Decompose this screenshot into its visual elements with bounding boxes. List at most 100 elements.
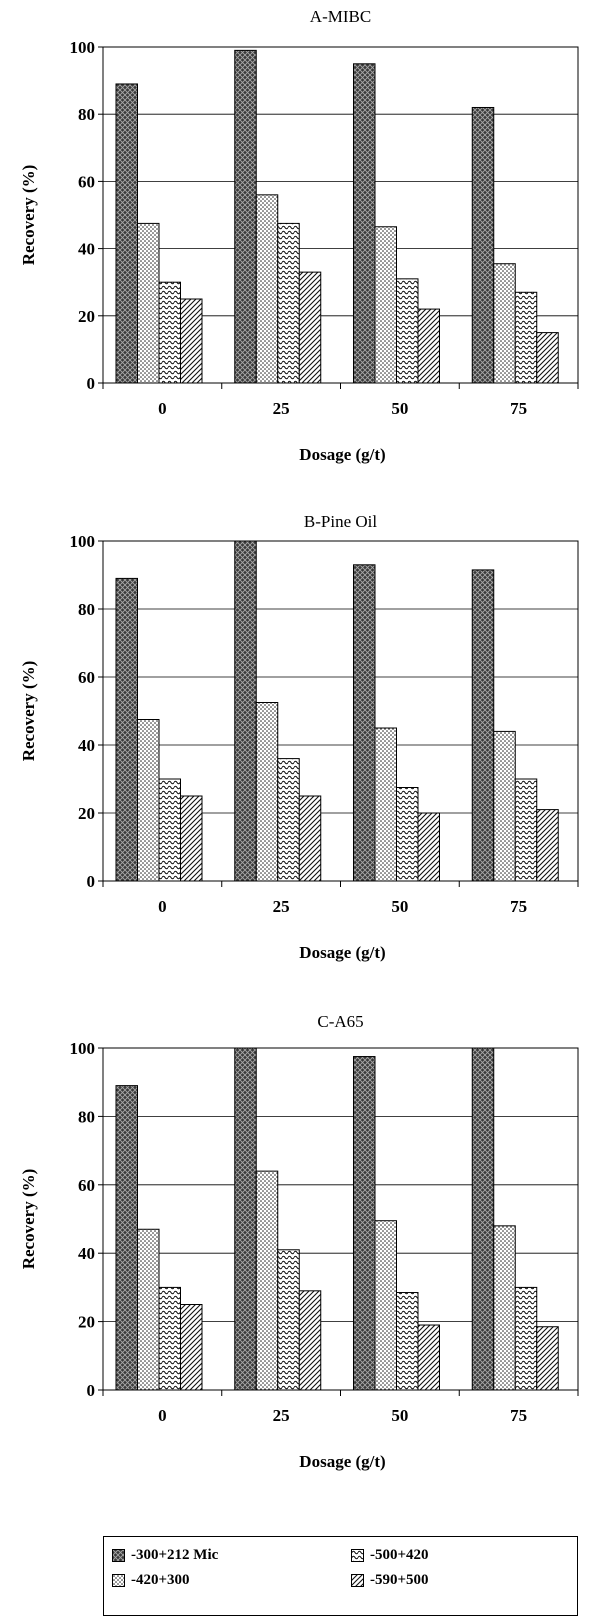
bar-series-1-cat-75	[471, 569, 495, 882]
bar-series-1-cat-50	[353, 63, 376, 384]
bar-series-1-cat-0	[115, 577, 138, 882]
chart-title: B-Pine Oil	[304, 512, 377, 531]
x-tick-label: 25	[273, 897, 290, 916]
x-axis-label: Dosage (g/t)	[299, 445, 385, 464]
bar-series-2-cat-0	[137, 1228, 160, 1391]
bar-series-3-cat-75	[514, 778, 538, 882]
chart-title: C-A65	[317, 1012, 363, 1031]
bar-series-2-cat-25	[255, 1170, 279, 1391]
bar-series-4-cat-0	[180, 298, 203, 384]
legend-swatch-diagonal	[351, 1574, 364, 1587]
y-tick-label: 40	[78, 240, 95, 259]
bar-series-2-cat-50	[374, 727, 397, 882]
legend-swatch-wave	[351, 1549, 364, 1562]
legend-label: -420+300	[131, 1572, 190, 1588]
chart-a-mibc: 0 20 40 60 80 100 0 25 50 75 A-MIBC Dosage (g/t) Rec…	[19, 7, 579, 464]
legend-label: -300+212 Mic	[131, 1547, 219, 1563]
bar-series-4-cat-50	[417, 1324, 440, 1391]
legend-swatch-dots	[112, 1574, 125, 1587]
legend: -300+212 Mic -500+420 -420+300 -590+500	[103, 1536, 578, 1616]
y-tick-label: 60	[78, 668, 95, 687]
bar-series-1-cat-25	[234, 540, 257, 882]
bar-series-3-cat-75	[514, 1286, 538, 1391]
x-tick-label: 75	[510, 399, 527, 418]
chart-title: A-MIBC	[310, 7, 371, 26]
bar-series-1-cat-25	[234, 49, 257, 384]
y-tick-label: 0	[87, 1381, 96, 1400]
legend-item-series-2: -420+300	[112, 1572, 190, 1589]
x-tick-label: 25	[273, 399, 290, 418]
bar-series-2-cat-25	[255, 194, 279, 384]
y-tick-label: 80	[78, 105, 95, 124]
bar-series-2-cat-75	[493, 1225, 516, 1391]
bar-series-4-cat-75	[536, 1326, 559, 1391]
bar-series-2-cat-50	[374, 1220, 397, 1391]
bar-series-4-cat-50	[417, 812, 440, 882]
bar-series-3-cat-75	[514, 291, 538, 384]
bar-series-3-cat-50	[396, 278, 419, 384]
bar-series-1-cat-50	[353, 564, 376, 882]
bar-series-4-cat-75	[536, 809, 559, 882]
y-tick-label: 0	[87, 374, 96, 393]
x-tick-label: 25	[273, 1406, 290, 1425]
bar-series-3-cat-25	[277, 758, 300, 882]
x-axis-label: Dosage (g/t)	[299, 943, 385, 962]
x-tick-label: 0	[158, 1406, 167, 1425]
x-axis-label: Dosage (g/t)	[299, 1452, 385, 1471]
legend-item-series-3: -500+420	[351, 1547, 429, 1564]
y-tick-label: 40	[78, 736, 95, 755]
bar-series-1-cat-75	[471, 106, 495, 384]
legend-label: -590+500	[370, 1572, 429, 1588]
x-tick-label: 75	[510, 1406, 527, 1425]
bar-series-4-cat-25	[298, 795, 322, 882]
bar-series-2-cat-75	[493, 263, 516, 384]
legend-item-series-1: -300+212 Mic	[112, 1547, 218, 1564]
legend-item-series-4: -590+500	[351, 1572, 429, 1589]
y-axis-label: Recovery (%)	[19, 1169, 38, 1270]
bar-series-4-cat-25	[298, 1290, 322, 1391]
chart-b-pine-oil: 0 20 40 60 80 100 0 25 50 75 B-Pine Oil Dosage (g/t…	[19, 512, 579, 962]
y-tick-label: 60	[78, 1176, 95, 1195]
bar-series-4-cat-0	[180, 1304, 203, 1391]
y-axis-label: Recovery (%)	[19, 165, 38, 266]
bar-series-2-cat-0	[137, 719, 160, 882]
bar-series-2-cat-75	[493, 730, 516, 882]
legend-swatch-crosshatch-dark	[112, 1549, 125, 1562]
bar-series-3-cat-25	[277, 1249, 300, 1391]
bar-series-1-cat-0	[115, 1085, 138, 1391]
bar-series-1-cat-25	[234, 1047, 257, 1391]
bar-series-1-cat-50	[353, 1056, 376, 1391]
y-axis-label: Recovery (%)	[19, 661, 38, 762]
x-tick-label: 75	[510, 897, 527, 916]
bar-series-3-cat-0	[158, 1286, 181, 1391]
bar-series-4-cat-0	[180, 795, 203, 882]
bar-series-4-cat-25	[298, 271, 322, 384]
bar-series-4-cat-50	[417, 308, 440, 384]
bar-series-3-cat-50	[396, 787, 419, 882]
x-tick-label: 50	[391, 399, 408, 418]
y-tick-label: 40	[78, 1244, 95, 1263]
y-tick-label: 20	[78, 307, 95, 326]
y-tick-label: 100	[70, 532, 96, 551]
chart-c-a65: 0 20 40 60 80 100 0 25 50 75 C-A65 Dosage (g/t) Reco…	[19, 1012, 579, 1471]
bar-series-2-cat-0	[137, 222, 160, 384]
y-tick-label: 60	[78, 172, 95, 191]
y-tick-label: 80	[78, 1107, 95, 1126]
y-tick-label: 100	[70, 38, 96, 57]
y-tick-label: 80	[78, 600, 95, 619]
bar-series-1-cat-75	[471, 1047, 495, 1391]
x-tick-label: 50	[391, 897, 408, 916]
bar-series-2-cat-50	[374, 226, 397, 384]
x-tick-label: 0	[158, 897, 167, 916]
bar-series-2-cat-25	[255, 702, 279, 882]
bar-series-3-cat-25	[277, 222, 300, 384]
bar-series-4-cat-75	[536, 332, 559, 384]
y-tick-label: 20	[78, 804, 95, 823]
bar-series-3-cat-50	[396, 1292, 419, 1391]
y-tick-label: 20	[78, 1313, 95, 1332]
x-tick-label: 0	[158, 399, 167, 418]
y-tick-label: 0	[87, 872, 96, 891]
y-tick-label: 100	[70, 1039, 96, 1058]
bar-series-1-cat-0	[115, 83, 138, 384]
